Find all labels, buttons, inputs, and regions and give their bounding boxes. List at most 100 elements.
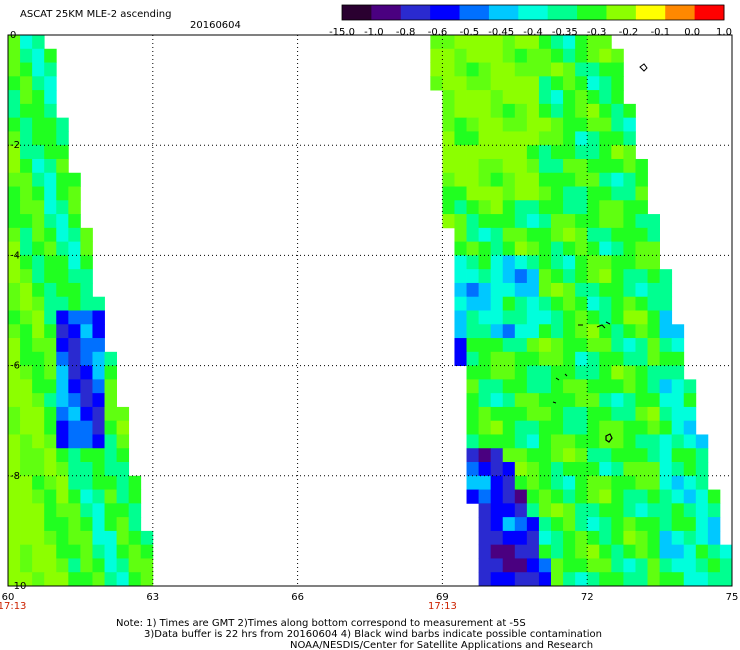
swath-cell	[8, 489, 21, 504]
swath-cell	[538, 448, 552, 463]
colorbar-label: -0.35	[552, 27, 578, 38]
swath-cell	[490, 255, 504, 270]
swath-cell	[587, 103, 600, 119]
swath-cell	[20, 48, 33, 63]
swath-cell	[526, 544, 540, 559]
swath-cell	[20, 379, 33, 394]
swath-cell	[8, 462, 21, 477]
swath-cell	[551, 475, 564, 490]
swath-cell	[514, 76, 528, 91]
swath-cell	[92, 310, 105, 325]
swath-cell	[575, 462, 588, 477]
swath-cell	[8, 90, 21, 105]
swath-cell	[478, 517, 492, 532]
swath-cell	[551, 558, 564, 573]
swath-cell	[478, 544, 492, 559]
swath-cell	[587, 214, 600, 229]
swath-cell	[68, 379, 81, 394]
swath-cell	[430, 48, 443, 63]
swath-cell	[526, 503, 540, 518]
swath-cell	[502, 489, 516, 504]
swath-cell	[128, 489, 142, 504]
swath-cell	[538, 406, 552, 422]
swath-cell	[466, 338, 479, 353]
swath-cell	[466, 131, 479, 146]
swath-cell	[478, 48, 492, 63]
swath-cell	[647, 255, 660, 270]
swath-cell	[56, 255, 69, 270]
swath-cell	[20, 310, 33, 325]
swath-cell	[478, 406, 492, 422]
swath-cell	[551, 351, 564, 366]
swath-cell	[526, 214, 540, 229]
colorbar-segment	[518, 5, 549, 20]
swath-cell	[514, 62, 528, 77]
swath-cell	[671, 448, 685, 463]
swath-cell	[575, 517, 588, 532]
swath-cell	[538, 227, 552, 243]
swath-cell	[514, 475, 528, 490]
swath-cell	[611, 365, 624, 380]
swath-cell	[454, 186, 467, 201]
swath-cell	[80, 434, 93, 449]
swath-cell	[454, 62, 467, 77]
swath-cell	[32, 255, 45, 270]
swath-cell	[466, 90, 479, 105]
swath-cell	[44, 489, 57, 504]
swath-cell	[56, 544, 69, 559]
swath-cell	[611, 296, 624, 311]
swath-cell	[478, 448, 492, 463]
swath-cell	[623, 489, 636, 504]
swath-cell	[116, 489, 130, 504]
swath-cell	[611, 420, 624, 435]
colorbar-label: -15.0	[329, 27, 355, 38]
swath-cell	[587, 145, 600, 160]
swath-cell	[683, 462, 697, 477]
swath-cell	[623, 462, 636, 477]
swath-cell	[32, 379, 45, 394]
swath-cell	[623, 145, 636, 160]
swath-cell	[454, 131, 467, 146]
swath-cell	[92, 406, 105, 422]
swath-cell	[80, 296, 93, 311]
swath-cell	[563, 214, 576, 229]
swath-cell	[514, 544, 528, 559]
swath-cell	[683, 558, 697, 573]
swath-cell	[92, 338, 105, 353]
colorbar-label: -1.0	[364, 27, 384, 38]
swath-cell	[575, 544, 588, 559]
swath-cell	[466, 310, 479, 325]
swath-cell	[587, 131, 600, 146]
swath-cell	[56, 145, 69, 160]
swath-cell	[526, 296, 540, 311]
swath-cell	[56, 158, 69, 174]
swath-cell	[575, 172, 588, 187]
swath-cell	[68, 503, 81, 518]
swath-cell	[526, 572, 540, 587]
swath-cell	[563, 62, 576, 77]
swath-cell	[454, 103, 467, 119]
swath-cell	[538, 379, 552, 394]
note-line-2: 3)Data buffer is 22 hrs from 20160604 4)…	[144, 629, 602, 640]
swath-cell	[490, 351, 504, 366]
swath-cell	[659, 572, 673, 587]
swath-cell	[478, 172, 492, 187]
swath-cell	[490, 282, 504, 298]
swath-cell	[104, 503, 117, 518]
swath-cell	[8, 572, 21, 587]
swath-cell	[92, 558, 105, 573]
swath-cell	[695, 475, 709, 490]
swath-cell	[56, 572, 69, 587]
swath-cell	[502, 572, 516, 587]
swath-cell	[707, 572, 721, 587]
swath-cell	[68, 241, 81, 256]
swath-cell	[68, 475, 81, 490]
swath-cell	[478, 572, 492, 587]
swath-cell	[526, 310, 540, 325]
swath-cell	[104, 379, 117, 394]
swath-cell	[490, 35, 504, 50]
swath-cell	[599, 324, 612, 339]
swath-cell	[587, 172, 600, 187]
swath-cell	[635, 572, 648, 587]
swath-cell	[671, 324, 685, 339]
